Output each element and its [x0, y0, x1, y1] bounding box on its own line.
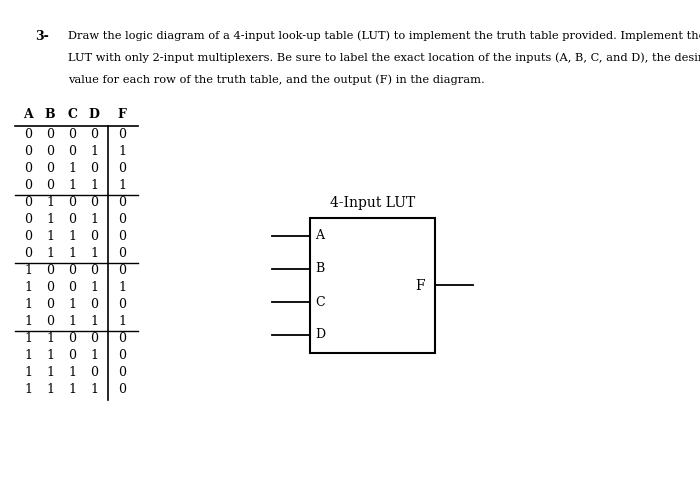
Text: 1: 1	[46, 366, 54, 379]
Text: 1: 1	[46, 383, 54, 396]
Text: 1: 1	[24, 383, 32, 396]
Text: 0: 0	[68, 213, 76, 226]
Text: 0: 0	[46, 145, 54, 158]
Text: 1: 1	[68, 383, 76, 396]
Text: 0: 0	[46, 162, 54, 175]
Text: 0: 0	[118, 213, 126, 226]
Text: 1: 1	[90, 179, 98, 192]
Text: 0: 0	[90, 196, 98, 209]
Text: 0: 0	[118, 383, 126, 396]
Text: 0: 0	[68, 196, 76, 209]
Text: 1: 1	[118, 179, 126, 192]
Text: 0: 0	[90, 366, 98, 379]
Text: B: B	[315, 262, 324, 276]
Text: 0: 0	[24, 230, 32, 243]
Text: F: F	[118, 108, 127, 121]
Text: 0: 0	[46, 281, 54, 294]
Text: 1: 1	[46, 213, 54, 226]
Text: 1: 1	[90, 349, 98, 362]
Text: 0: 0	[90, 128, 98, 141]
Text: 1: 1	[90, 281, 98, 294]
Text: C: C	[67, 108, 77, 121]
Text: 0: 0	[118, 349, 126, 362]
Text: value for each row of the truth table, and the output (F) in the diagram.: value for each row of the truth table, a…	[68, 74, 484, 85]
Text: Draw the logic diagram of a 4-input look-up table (LUT) to implement the truth t: Draw the logic diagram of a 4-input look…	[68, 30, 700, 40]
Text: A: A	[23, 108, 33, 121]
Text: 0: 0	[24, 128, 32, 141]
Text: 1: 1	[46, 196, 54, 209]
Text: 1: 1	[46, 332, 54, 345]
Text: 1: 1	[46, 230, 54, 243]
Text: 1: 1	[90, 315, 98, 328]
Text: 1: 1	[90, 383, 98, 396]
Text: 0: 0	[68, 128, 76, 141]
Text: 1: 1	[24, 315, 32, 328]
Text: 0: 0	[46, 315, 54, 328]
Text: 0: 0	[68, 264, 76, 277]
Text: 0: 0	[46, 179, 54, 192]
Text: 0: 0	[118, 366, 126, 379]
Text: LUT with only 2-input multiplexers. Be sure to label the exact location of the i: LUT with only 2-input multiplexers. Be s…	[68, 52, 700, 63]
Text: 0: 0	[68, 145, 76, 158]
Text: 0: 0	[46, 128, 54, 141]
Text: 0: 0	[24, 145, 32, 158]
Text: 0: 0	[118, 128, 126, 141]
Text: 0: 0	[68, 281, 76, 294]
Text: 1: 1	[90, 213, 98, 226]
Text: 0: 0	[46, 298, 54, 311]
Text: 0: 0	[24, 213, 32, 226]
Text: 0: 0	[90, 332, 98, 345]
Text: 1: 1	[24, 349, 32, 362]
Text: 1: 1	[68, 315, 76, 328]
Text: 0: 0	[118, 247, 126, 260]
Text: 1: 1	[68, 230, 76, 243]
Text: 1: 1	[118, 315, 126, 328]
Text: 0: 0	[24, 179, 32, 192]
Text: 1: 1	[90, 145, 98, 158]
Text: D: D	[315, 329, 325, 342]
Text: 0: 0	[118, 162, 126, 175]
Text: 1: 1	[68, 298, 76, 311]
Text: 0: 0	[24, 196, 32, 209]
Text: 0: 0	[118, 264, 126, 277]
Text: 4-Input LUT: 4-Input LUT	[330, 196, 415, 210]
Text: 1: 1	[68, 179, 76, 192]
Text: 0: 0	[68, 349, 76, 362]
Text: 0: 0	[118, 230, 126, 243]
Text: 1: 1	[90, 247, 98, 260]
Text: 3-: 3-	[35, 30, 49, 43]
Text: 1: 1	[118, 145, 126, 158]
Text: 1: 1	[24, 264, 32, 277]
Text: 0: 0	[90, 162, 98, 175]
Text: 1: 1	[68, 162, 76, 175]
Text: A: A	[315, 229, 324, 243]
Text: 1: 1	[68, 247, 76, 260]
Text: 0: 0	[118, 196, 126, 209]
Text: 0: 0	[118, 332, 126, 345]
Text: 0: 0	[90, 298, 98, 311]
Text: 0: 0	[46, 264, 54, 277]
Text: 0: 0	[68, 332, 76, 345]
Text: 1: 1	[24, 298, 32, 311]
Text: 0: 0	[118, 298, 126, 311]
Text: 0: 0	[90, 230, 98, 243]
Text: C: C	[315, 295, 325, 309]
Text: 1: 1	[24, 332, 32, 345]
Text: 1: 1	[24, 281, 32, 294]
Text: F: F	[415, 278, 425, 293]
Text: B: B	[45, 108, 55, 121]
Text: 0: 0	[90, 264, 98, 277]
Text: 1: 1	[118, 281, 126, 294]
Text: 0: 0	[24, 247, 32, 260]
Text: 0: 0	[24, 162, 32, 175]
Text: 1: 1	[46, 349, 54, 362]
Text: D: D	[89, 108, 99, 121]
Bar	[310, 218, 435, 353]
Text: 1: 1	[24, 366, 32, 379]
Text: 1: 1	[68, 366, 76, 379]
Text: 1: 1	[46, 247, 54, 260]
